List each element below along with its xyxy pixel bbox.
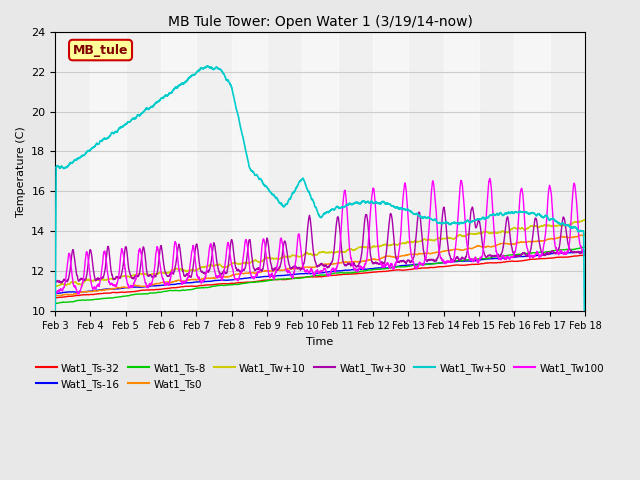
- Y-axis label: Temperature (C): Temperature (C): [15, 126, 26, 217]
- X-axis label: Time: Time: [307, 336, 333, 347]
- Title: MB Tule Tower: Open Water 1 (3/19/14-now): MB Tule Tower: Open Water 1 (3/19/14-now…: [168, 15, 472, 29]
- Bar: [373, 32, 408, 312]
- Bar: [302, 32, 338, 312]
- Bar: [161, 32, 196, 312]
- Text: MB_tule: MB_tule: [73, 44, 128, 57]
- Bar: [444, 32, 479, 312]
- Legend: Wat1_Ts-32, Wat1_Ts-16, Wat1_Ts-8, Wat1_Ts0, Wat1_Tw+10, Wat1_Tw+30, Wat1_Tw+50,: Wat1_Ts-32, Wat1_Ts-16, Wat1_Ts-8, Wat1_…: [32, 359, 608, 394]
- Bar: [232, 32, 267, 312]
- Bar: [90, 32, 125, 312]
- Bar: [515, 32, 550, 312]
